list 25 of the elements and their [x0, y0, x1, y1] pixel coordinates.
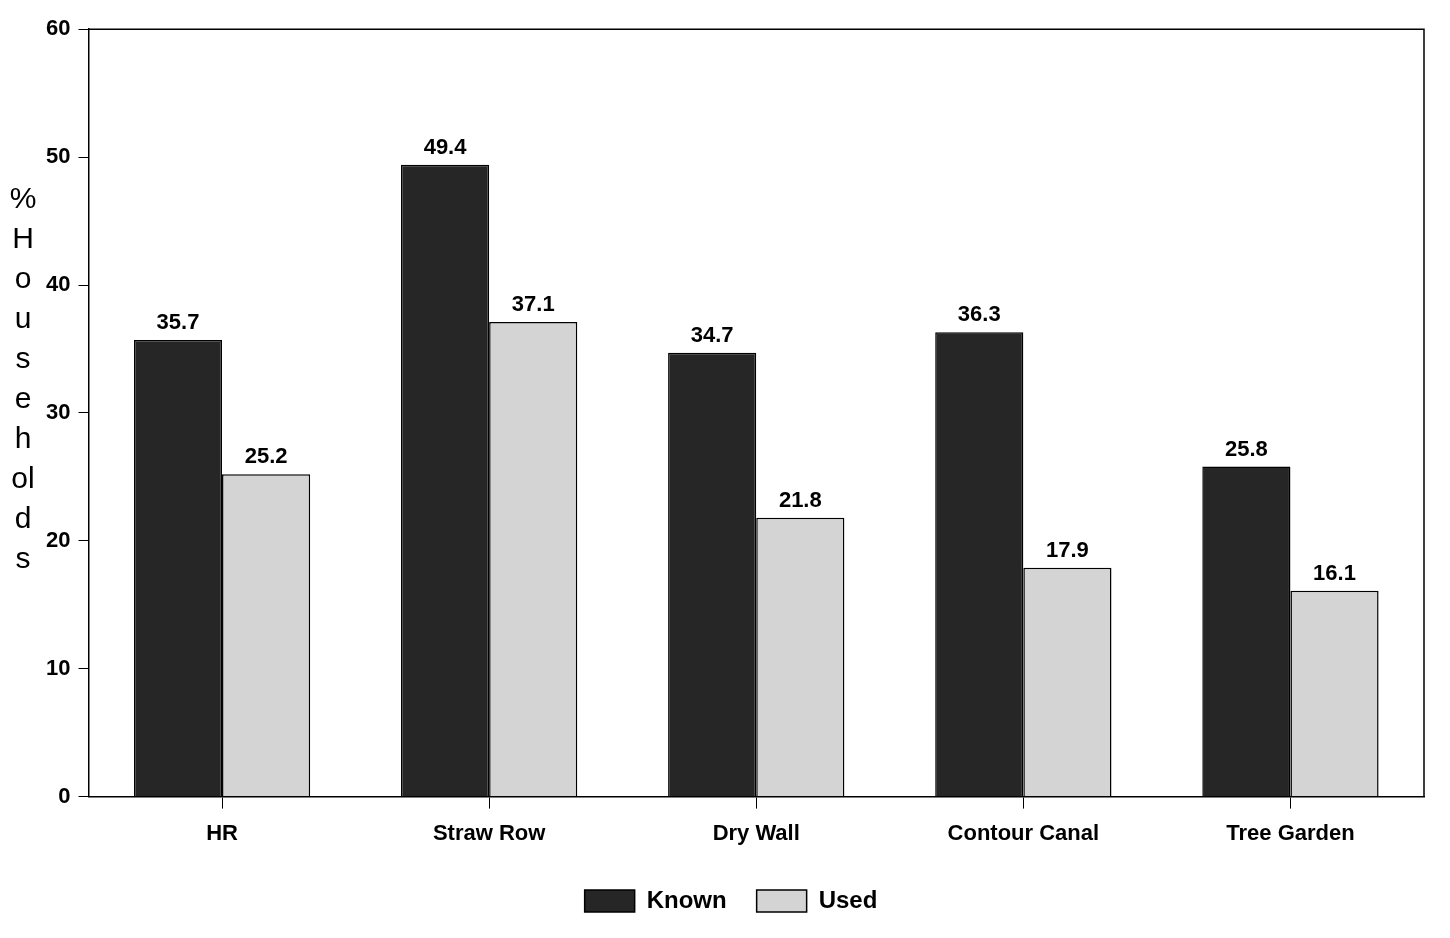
data-label: 25.2	[244, 443, 288, 469]
data-label: 17.9	[1046, 536, 1089, 562]
data-label: 37.1	[511, 291, 555, 317]
y-tick-label: 60	[45, 15, 71, 41]
data-label: 49.4	[423, 133, 468, 159]
x-tick-label: Dry Wall	[712, 819, 800, 845]
x-tick-label: HR	[206, 819, 239, 845]
y-tick-label: 50	[45, 143, 71, 169]
x-tick-label: Tree Garden	[1226, 819, 1355, 845]
data-label: 34.7	[690, 321, 734, 347]
x-tick-label: Straw Row	[432, 819, 547, 845]
y-tick-label: 10	[45, 654, 71, 680]
data-label: 36.3	[957, 301, 1001, 327]
y-tick-label: 0	[58, 782, 71, 808]
data-label: 16.1	[1313, 559, 1356, 585]
x-tick-label: Contour Canal	[947, 819, 1100, 845]
data-label: 21.8	[778, 486, 822, 512]
y-tick-label: 40	[45, 271, 71, 297]
legend-label: Known	[646, 885, 727, 913]
data-label: 35.7	[156, 309, 200, 335]
data-label: 25.8	[1224, 435, 1268, 461]
y-tick-label: 30	[45, 398, 71, 424]
legend-label: Used	[818, 885, 878, 913]
y-tick-label: 20	[45, 526, 71, 552]
text: % Households	[9, 181, 37, 574]
